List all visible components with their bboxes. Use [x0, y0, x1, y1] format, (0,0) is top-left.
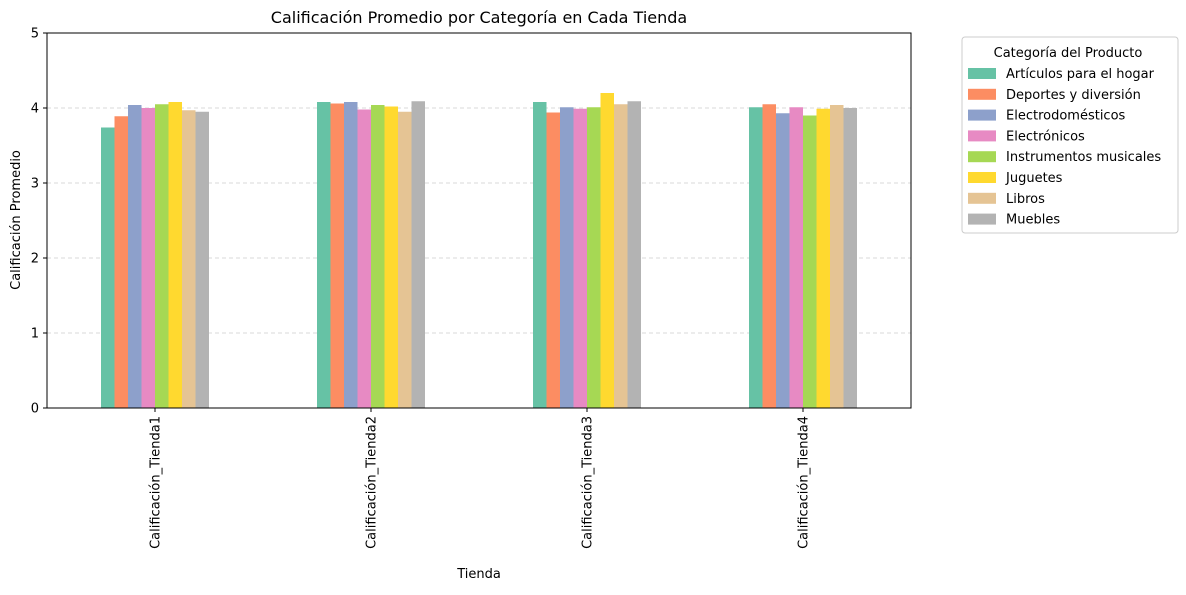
- bar: [816, 108, 830, 408]
- legend-swatch: [968, 151, 996, 163]
- y-axis-ticks: 0 1 2 3 4 5: [31, 27, 47, 417]
- bar: [789, 107, 803, 408]
- bar: [317, 102, 331, 408]
- y-tick-label: 2: [31, 252, 39, 267]
- bar: [344, 102, 358, 408]
- y-tick-label: 1: [31, 327, 39, 342]
- bar: [830, 105, 844, 408]
- bar: [843, 108, 857, 408]
- bar: [749, 107, 763, 408]
- bar: [803, 115, 817, 408]
- y-tick-label: 5: [31, 27, 39, 42]
- y-axis-label: Calificación Promedio: [9, 150, 24, 290]
- y-tick-label: 4: [31, 102, 39, 117]
- bar: [384, 106, 398, 408]
- legend-swatch: [968, 213, 996, 225]
- x-axis-label: Tienda: [456, 567, 501, 582]
- x-tick-label: Calificación_Tienda1: [149, 416, 164, 549]
- legend: Categoría del Producto Artículos para el…: [961, 36, 1179, 234]
- legend-swatch: [968, 68, 996, 79]
- legend-label: Libros: [1006, 192, 1045, 207]
- bar: [357, 109, 371, 408]
- legend-box: [961, 36, 1179, 234]
- bar: [101, 127, 115, 408]
- legend-swatch: [968, 192, 996, 204]
- bar: [533, 102, 547, 408]
- legend-label: Artículos para el hogar: [1006, 67, 1155, 82]
- bar: [330, 103, 344, 408]
- bar: [182, 110, 196, 408]
- chart-title: Calificación Promedio por Categoría en C…: [271, 8, 687, 27]
- bar: [195, 111, 209, 408]
- y-tick-label: 3: [31, 177, 39, 192]
- bar: [762, 104, 776, 408]
- legend-label: Electrónicos: [1006, 129, 1085, 144]
- bar: [411, 101, 425, 408]
- bars: [101, 93, 857, 408]
- legend-label: Muebles: [1006, 213, 1060, 228]
- legend-label: Juguetes: [1005, 171, 1063, 186]
- legend-label: Deportes y diversión: [1006, 88, 1141, 103]
- bar: [614, 104, 628, 408]
- bar: [600, 93, 614, 408]
- y-tick-label: 0: [31, 402, 39, 417]
- x-tick-label: Calificación_Tienda4: [797, 416, 812, 549]
- legend-swatch: [968, 172, 996, 183]
- x-tick-label: Calificación_Tienda2: [365, 416, 380, 549]
- legend-label: Instrumentos musicales: [1006, 150, 1161, 165]
- bar: [168, 102, 182, 408]
- bar: [573, 108, 587, 408]
- bar: [141, 108, 155, 408]
- plot-frame: [46, 32, 912, 409]
- bar: [155, 104, 169, 408]
- legend-swatch: [968, 109, 996, 121]
- bar: [398, 111, 412, 408]
- bar: [627, 101, 641, 408]
- x-tick-label: Calificación_Tienda3: [581, 416, 596, 549]
- bar: [114, 116, 128, 408]
- bar: [128, 105, 142, 408]
- bar: [587, 107, 601, 408]
- x-axis-ticks: Calificación_Tienda1 Calificación_Tienda2…: [149, 408, 812, 549]
- bar: [560, 107, 574, 408]
- bar: [546, 112, 560, 408]
- legend-swatch: [968, 130, 996, 142]
- legend-swatch: [968, 88, 996, 100]
- bar: [371, 105, 385, 408]
- legend-label: Electrodomésticos: [1006, 109, 1126, 124]
- bar: [776, 113, 790, 408]
- legend-title: Categoría del Producto: [994, 46, 1143, 61]
